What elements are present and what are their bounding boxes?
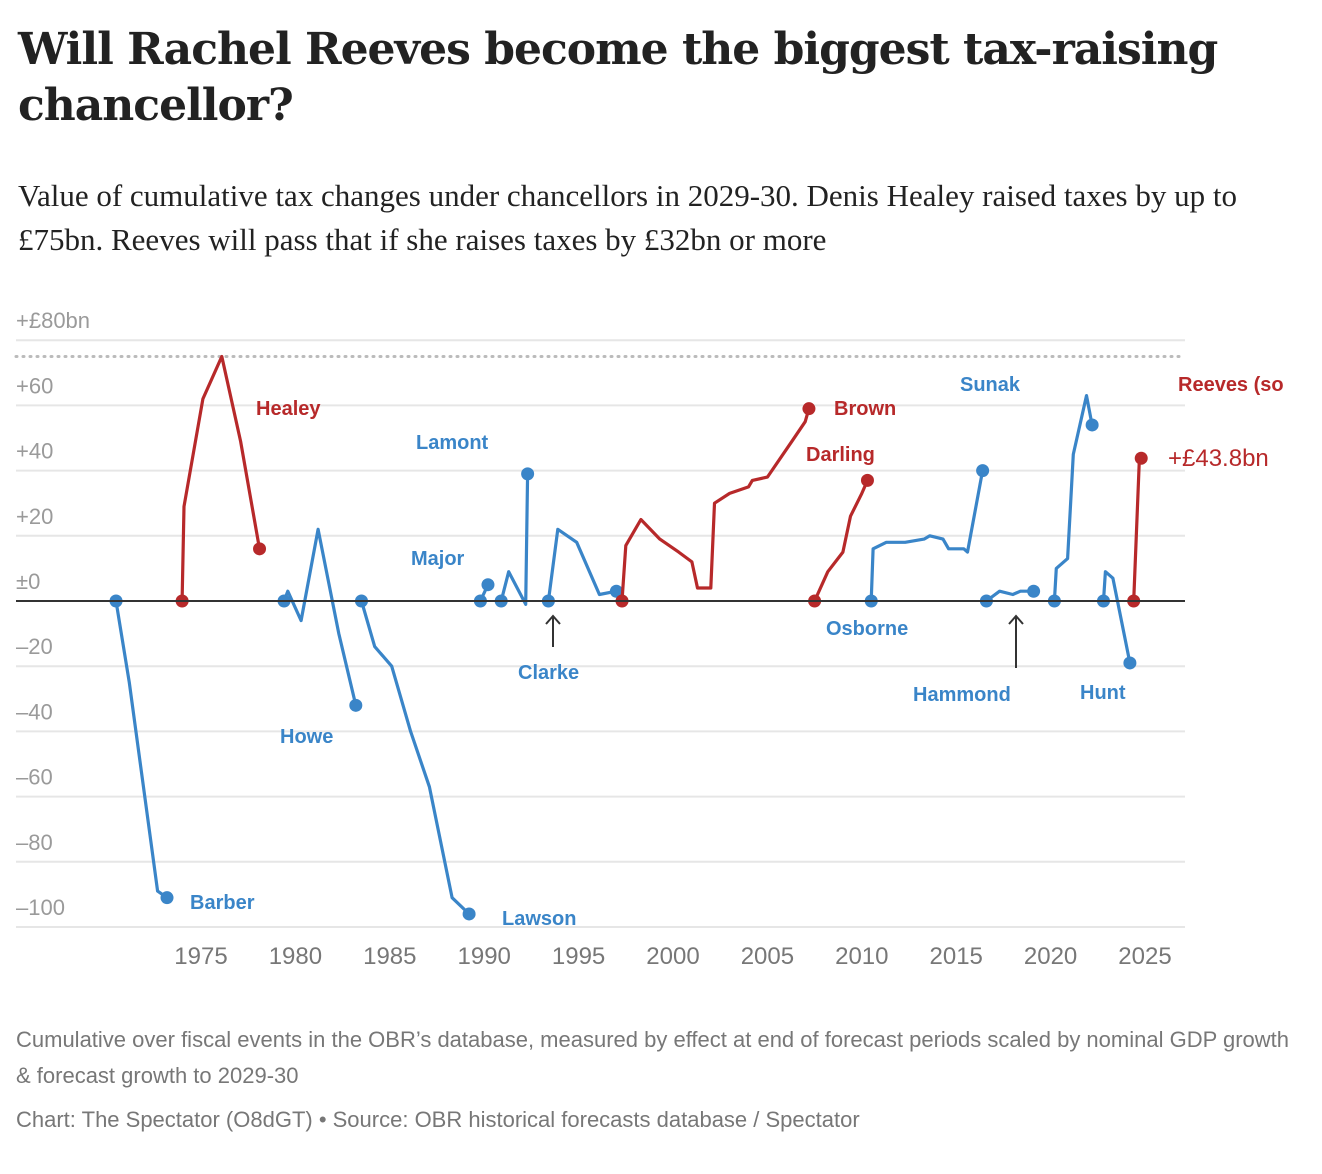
y-tick-label: –40: [16, 699, 53, 724]
arrow-icon: [545, 614, 561, 647]
x-tick-label: 2025: [1118, 943, 1171, 970]
label-osborne: Osborne: [826, 618, 908, 640]
end-point: [1027, 584, 1041, 598]
y-tick-label: –60: [16, 765, 53, 790]
arrow-icon: [1008, 614, 1024, 668]
end-point: [521, 467, 535, 481]
series-line-darling: [812, 478, 870, 603]
series-line-sunak: [1052, 394, 1094, 603]
x-tick-label: 2015: [930, 943, 983, 970]
x-tick-label: 1995: [552, 943, 605, 970]
x-tick-label: 1980: [269, 943, 322, 970]
end-point: [481, 578, 495, 592]
label-sunak: Sunak: [960, 374, 1021, 396]
end-point: [860, 473, 874, 487]
y-tick-label: –20: [16, 634, 53, 659]
y-tick-label: ±0: [16, 569, 40, 594]
label-reeves-so: Reeves (so: [1178, 374, 1284, 396]
label-healey: Healey: [256, 398, 321, 420]
series-line-lawson: [359, 599, 471, 916]
x-tick-label: 1990: [458, 943, 511, 970]
label-hammond: Hammond: [913, 684, 1011, 706]
chart-title: Will Rachel Reeves become the biggest ta…: [18, 24, 1218, 131]
series: [109, 354, 1148, 921]
series-line-lamont: [499, 472, 530, 606]
chart-note: Cumulative over fiscal events in the OBR…: [16, 1027, 1290, 1088]
label-lamont: Lamont: [416, 432, 489, 454]
y-tick-label: –100: [16, 895, 65, 920]
y-tick-label: +£80bn: [16, 308, 90, 333]
label-barber: Barber: [190, 892, 255, 914]
x-axis: 1975 1980 1985 1990 1995 2000 2005 2010 2015 2020…: [174, 943, 1171, 970]
series-line-hammond: [984, 589, 1036, 603]
end-point: [802, 402, 816, 416]
label-darling: Darling: [806, 444, 875, 466]
series-line-osborne: [869, 469, 985, 603]
label-howe: Howe: [280, 726, 333, 748]
end-point: [253, 542, 267, 556]
y-axis: +£80bn +60 +40 +20 ±0 –20 –40 –60 –80 –100: [16, 308, 90, 920]
chart-source: Chart: The Spectator (O8dGT) • Source: O…: [16, 1107, 860, 1132]
series-line-hunt: [1101, 570, 1132, 665]
y-tick-label: +40: [16, 439, 53, 464]
end-point: [1134, 451, 1148, 465]
gridlines: [14, 339, 1187, 928]
series-line-barber: [114, 599, 169, 900]
y-tick-label: +60: [16, 373, 53, 398]
end-point: [1123, 656, 1137, 670]
chart-subtitle: Value of cumulative tax changes under ch…: [18, 178, 1237, 257]
label-major: Major: [411, 548, 465, 570]
end-point: [1085, 418, 1099, 432]
label-lawson: Lawson: [502, 908, 576, 930]
label-brown: Brown: [834, 398, 896, 420]
x-tick-label: 2005: [741, 943, 794, 970]
x-tick-label: 1985: [363, 943, 416, 970]
series-line-howe: [282, 527, 358, 707]
series-line-brown: [620, 407, 811, 603]
series-line-reeves: [1132, 456, 1143, 603]
series-line-healey: [180, 354, 262, 603]
label-clarke: Clarke: [518, 662, 579, 684]
x-tick-label: 2010: [835, 943, 888, 970]
y-tick-label: +20: [16, 504, 53, 529]
end-point: [160, 891, 174, 905]
end-point: [462, 907, 476, 921]
x-tick-label: 1975: [174, 943, 227, 970]
annotations: Healey Brown Darling Reeves (so +£43.8bn Barb…: [190, 374, 1284, 930]
end-point: [349, 698, 363, 712]
label--43-8bn: +£43.8bn: [1168, 445, 1269, 472]
series-line-clarke: [546, 527, 619, 603]
x-tick-label: 2020: [1024, 943, 1077, 970]
x-tick-label: 2000: [646, 943, 699, 970]
label-hunt: Hunt: [1080, 682, 1126, 704]
end-point: [609, 584, 623, 598]
line-chart: +£80bn+60+40+20±0–20–40–60–80–100 1975 19…: [14, 308, 1284, 970]
y-tick-label: –80: [16, 830, 53, 855]
end-point: [976, 464, 990, 478]
